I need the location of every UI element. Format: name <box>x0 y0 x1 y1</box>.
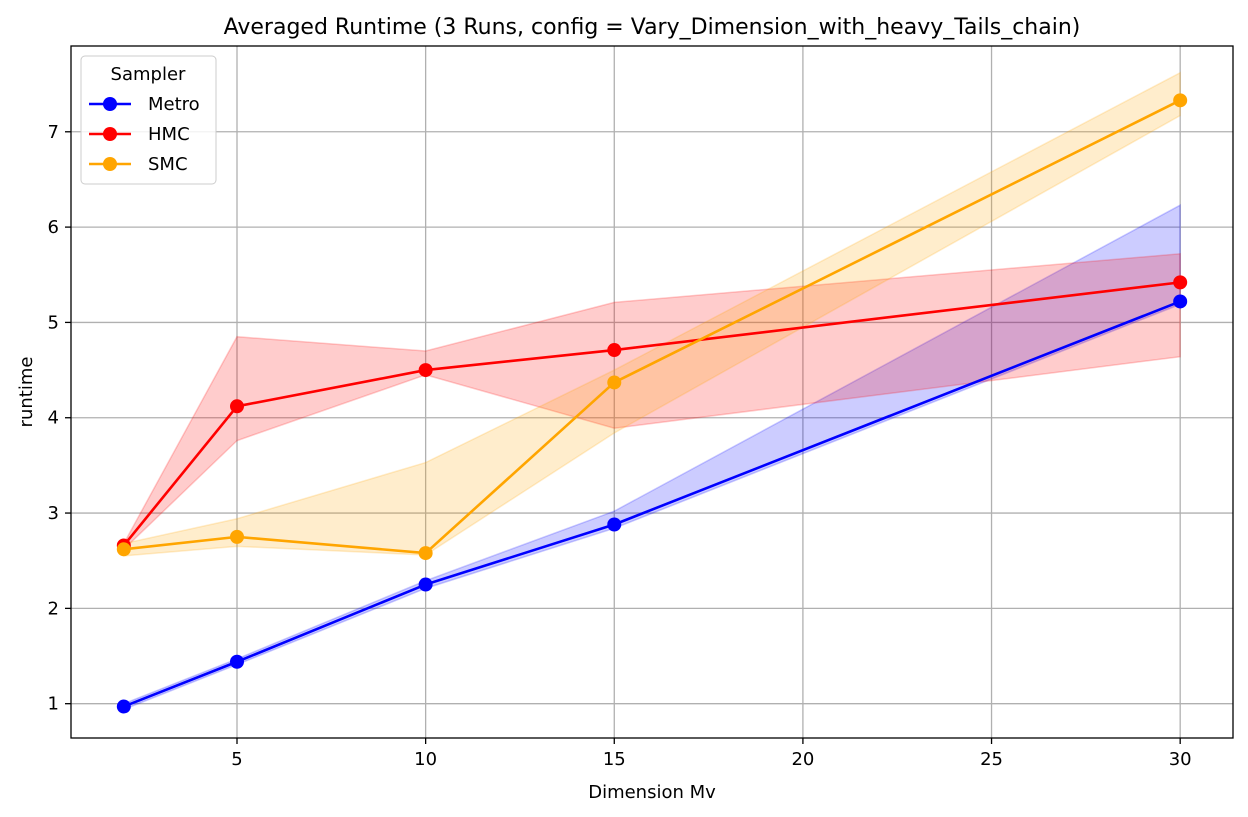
legend-swatch-marker <box>103 97 117 111</box>
x-tick-label: 25 <box>980 749 1003 770</box>
point-smc <box>418 546 433 561</box>
x-tick-label: 5 <box>231 749 242 770</box>
plot-frame <box>70 45 1234 739</box>
legend-entries: Metro HMC SMC <box>89 94 200 175</box>
y-tick-label: 4 <box>48 408 59 429</box>
point-smc <box>1173 93 1188 108</box>
legend-box <box>80 55 217 185</box>
x-axis-label: Dimension Mv <box>588 782 716 803</box>
legend-label: HMC <box>148 124 190 145</box>
y-tick-label: 7 <box>48 122 59 143</box>
series-points <box>116 93 1188 714</box>
y-tick-label: 2 <box>48 598 59 619</box>
y-tick-label: 1 <box>48 694 59 715</box>
x-tick-label: 30 <box>1169 749 1192 770</box>
point-hmc <box>418 363 433 378</box>
point-metro <box>418 577 433 592</box>
band-smc <box>123 71 1181 557</box>
point-hmc <box>1173 275 1188 290</box>
legend-swatch-marker <box>103 127 117 141</box>
x-tick-label: 15 <box>603 749 626 770</box>
y-tick-label: 6 <box>48 217 59 238</box>
point-smc <box>230 529 244 544</box>
x-tick-label: 10 <box>414 749 437 770</box>
y-tick-label: 3 <box>48 503 59 524</box>
y-axis-ticks: 1 2 3 4 5 6 7 <box>48 122 71 715</box>
legend-title: Sampler <box>111 64 186 85</box>
grid <box>71 46 1233 738</box>
y-tick-label: 5 <box>48 312 59 333</box>
point-metro <box>1173 294 1188 309</box>
y-axis-label: runtime <box>16 357 37 428</box>
legend: Sampler Metro HMC SMC <box>80 55 217 185</box>
point-metro <box>607 517 622 532</box>
chart-title: Averaged Runtime (3 Runs, config = Vary_… <box>224 15 1081 40</box>
legend-swatch-marker <box>103 157 117 171</box>
point-metro <box>116 699 131 714</box>
legend-label: SMC <box>148 154 188 175</box>
point-hmc <box>230 399 244 414</box>
point-smc <box>607 375 622 390</box>
legend-label: Metro <box>148 94 200 115</box>
point-metro <box>230 654 244 669</box>
band-hmc <box>123 252 1181 552</box>
confidence-bands <box>123 71 1181 711</box>
point-hmc <box>607 343 622 358</box>
x-tick-label: 20 <box>791 749 814 770</box>
x-axis-ticks: 5 10 15 20 25 30 <box>231 738 1192 770</box>
point-smc <box>116 542 131 557</box>
